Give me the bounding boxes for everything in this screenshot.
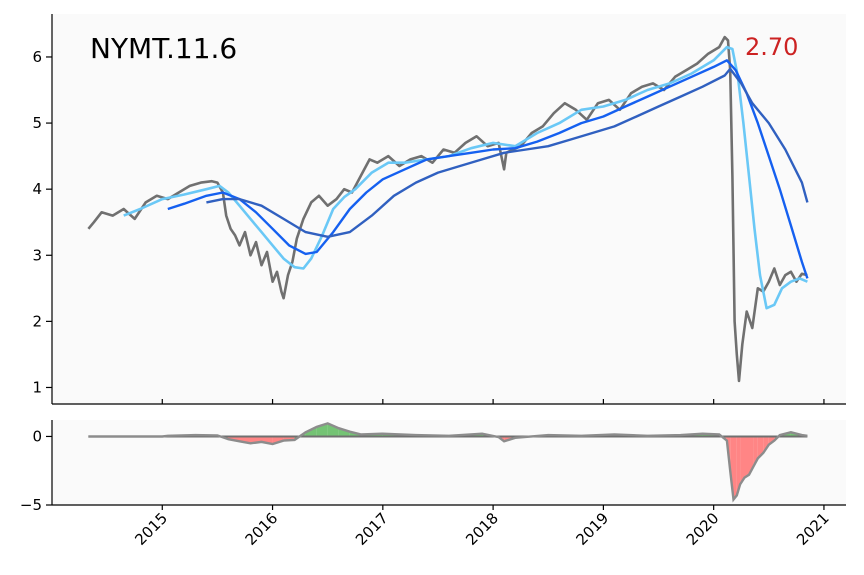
ma-long-line (206, 67, 809, 238)
x-tick-label: 2015 (131, 509, 171, 549)
x-tick-label: 2019 (572, 509, 612, 549)
y-tick-label: 6 (32, 48, 42, 66)
negative-area (733, 436, 737, 500)
ma-short-line (123, 45, 808, 310)
main-y-axis: 1 2 3 4 5 6 (32, 48, 52, 396)
negative-area (749, 436, 754, 475)
y-tick-label: 0 (32, 427, 42, 445)
negative-area (736, 436, 741, 496)
x-axis: 2015 2016 2017 2018 2019 2020 2021 (131, 505, 833, 549)
x-tick-label: 2018 (462, 509, 502, 549)
x-tick-label: 2016 (242, 509, 282, 549)
y-tick-label: −5 (20, 496, 42, 514)
last-value-label: 2.70 (745, 33, 798, 61)
y-tick-label: 2 (32, 312, 42, 330)
y-tick-label: 1 (32, 378, 42, 396)
y-tick-label: 3 (32, 246, 42, 264)
main-x-tick-marks (161, 399, 825, 404)
y-tick-label: 4 (32, 180, 42, 198)
x-tick-label: 2020 (683, 509, 723, 549)
main-panel-background (52, 14, 846, 404)
main-panel-plot (87, 35, 809, 383)
negative-area (740, 436, 745, 485)
price-line (87, 35, 808, 383)
oscillator-y-axis: 0 −5 (20, 427, 52, 514)
x-tick-label: 2021 (793, 509, 833, 549)
y-tick-label: 5 (32, 114, 42, 132)
oscillator-panel-plot (88, 422, 808, 503)
oscillator-line (88, 422, 808, 503)
positive-area (327, 423, 339, 437)
negative-area (744, 436, 749, 478)
oscillator-panel-background (52, 420, 846, 505)
x-tick-label: 2017 (352, 509, 392, 549)
chart-title: NYMT.11.6 (90, 32, 237, 65)
